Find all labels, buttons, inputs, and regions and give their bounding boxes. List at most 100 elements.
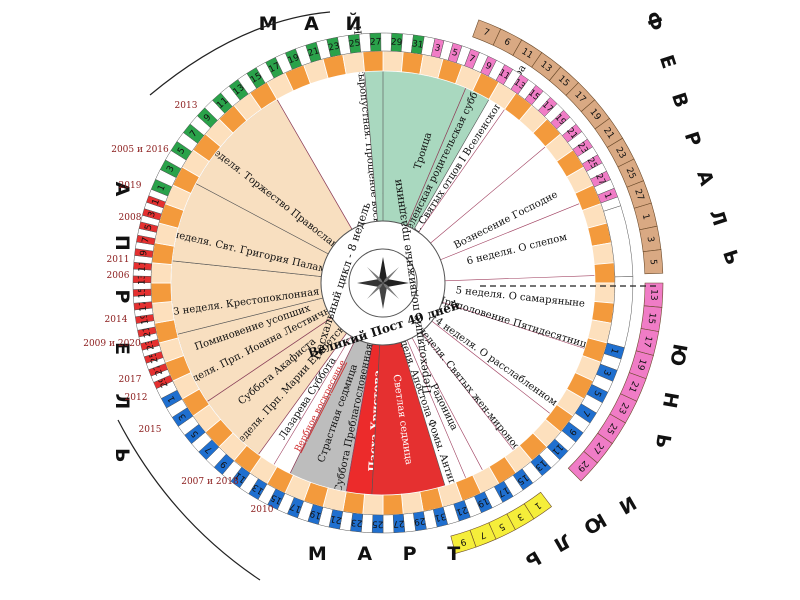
day-number-may: 25 bbox=[348, 39, 361, 50]
day-number-may: 17 bbox=[267, 61, 282, 75]
sector-divider-21 bbox=[444, 275, 595, 282]
day-cell-april bbox=[148, 189, 169, 203]
outer-number-february: 7 bbox=[482, 27, 491, 38]
sector-divider-4 bbox=[289, 338, 357, 474]
day-number-february: 7 bbox=[467, 54, 476, 65]
day-number-april: 11 bbox=[138, 260, 149, 272]
month-label-may: М А Й bbox=[259, 12, 372, 35]
year-label: 2005 и 2016 bbox=[111, 145, 169, 155]
sector-divider-7 bbox=[258, 332, 347, 455]
year-label: 2014 bbox=[105, 315, 128, 325]
year-labels: 2013 2005 и 2016 2019 2008 2011 2006 2014 2009 … bbox=[83, 101, 273, 515]
outer-number-february: 27 bbox=[632, 188, 645, 202]
sector-divider-9 bbox=[207, 317, 332, 402]
year-label: 2012 bbox=[125, 393, 148, 403]
day-number-february: 3 bbox=[433, 43, 441, 54]
day-number-may: 9 bbox=[202, 113, 213, 124]
outer-number-february: 1 bbox=[640, 213, 651, 221]
day-number-may: 19 bbox=[287, 53, 302, 67]
ring-cell bbox=[593, 262, 616, 284]
year-label: 2006 bbox=[107, 271, 130, 281]
year-label: 2019 bbox=[119, 181, 142, 191]
ring-cell bbox=[342, 51, 365, 75]
ring-cell bbox=[150, 282, 173, 304]
year-label: 2010 bbox=[251, 505, 274, 515]
sector-divider-25 bbox=[411, 337, 483, 471]
month-label-june: Ю Н Ь bbox=[649, 342, 691, 460]
day-number-may: 23 bbox=[327, 41, 340, 53]
outer-cell-june bbox=[567, 450, 598, 482]
ring-cell bbox=[382, 50, 404, 73]
day-number-march: 15 bbox=[269, 492, 284, 506]
year-label: 2015 bbox=[139, 425, 162, 435]
month-label-april: А П Р Е Л Ь bbox=[111, 182, 133, 479]
outer-number-february: 5 bbox=[647, 259, 657, 265]
day-number-march: 19 bbox=[309, 507, 323, 520]
day-number-march: 3 bbox=[177, 411, 189, 421]
day-number-february: 9 bbox=[483, 61, 493, 73]
ring-cell bbox=[362, 50, 384, 73]
day-number-march: 31 bbox=[433, 510, 447, 522]
day-number-april: 3 bbox=[147, 210, 158, 218]
day-number-june: 17 bbox=[496, 484, 511, 498]
sector-divider-24 bbox=[420, 331, 514, 451]
sector-divider-20 bbox=[440, 203, 580, 261]
year-label: 2008 bbox=[119, 213, 142, 223]
outer-cell-february bbox=[642, 249, 664, 275]
day-number-march: 27 bbox=[393, 518, 405, 529]
month-label-march: М А Р Т bbox=[308, 543, 472, 565]
outer-number-june: 19 bbox=[634, 357, 647, 371]
day-number-april: 7 bbox=[141, 236, 152, 243]
day-number-april: 15 bbox=[137, 287, 147, 299]
arrows bbox=[117, 11, 660, 581]
outer-cell-july bbox=[450, 529, 477, 554]
outer-number-june: 17 bbox=[641, 335, 653, 348]
day-number-march: 1 bbox=[166, 394, 178, 404]
year-label: 2007 и 2018 bbox=[181, 477, 239, 487]
sector-divider-5 bbox=[273, 335, 352, 465]
outer-number-july: 3 bbox=[515, 511, 525, 523]
day-number-june: 9 bbox=[566, 426, 578, 437]
day-number-march: 7 bbox=[204, 444, 215, 455]
day-number-may: 27 bbox=[370, 37, 382, 47]
outer-number-june: 21 bbox=[626, 379, 640, 393]
ring-cell bbox=[401, 491, 424, 515]
sector-divider-3 bbox=[345, 344, 373, 492]
day-number-march: 9 bbox=[219, 458, 230, 469]
ring-cell bbox=[382, 493, 404, 516]
outer-number-july: 7 bbox=[478, 529, 487, 540]
sector-divider-18 bbox=[418, 109, 505, 233]
day-number-may: 29 bbox=[391, 38, 403, 49]
day-number-may: 7 bbox=[188, 129, 199, 140]
day-number-april: 17 bbox=[138, 300, 149, 312]
arc-arrow-bottom bbox=[117, 419, 261, 581]
arc-arrow-top bbox=[149, 11, 331, 96]
day-number-june: 7 bbox=[580, 408, 592, 418]
day-number-june: 3 bbox=[601, 368, 612, 377]
ring-cell bbox=[151, 301, 175, 324]
ring-cell bbox=[362, 493, 384, 516]
day-number-june: 19 bbox=[475, 495, 490, 509]
outer-month-band: 7611131517192123252713513151719212325272… bbox=[450, 19, 664, 554]
day-number-april: 1 bbox=[151, 198, 162, 207]
sector-divider-26 bbox=[406, 339, 467, 479]
day-number-march: 23 bbox=[351, 516, 363, 527]
compass-star-icon bbox=[357, 257, 409, 309]
outer-number-july: 1 bbox=[532, 499, 542, 510]
outer-number-february: 6 bbox=[502, 37, 512, 49]
day-number-april: 5 bbox=[144, 223, 155, 231]
day-number-march: 25 bbox=[372, 518, 384, 528]
day-number-june: 1 bbox=[608, 347, 619, 355]
outer-number-june: 15 bbox=[645, 312, 656, 325]
day-number-may: 1 bbox=[156, 183, 167, 192]
ring-cell bbox=[150, 262, 173, 284]
sector-divider-17 bbox=[406, 87, 467, 227]
outer-number-july: 5 bbox=[497, 520, 507, 532]
ring-cell bbox=[591, 242, 615, 265]
outer-number-june: 13 bbox=[648, 289, 658, 301]
outer-number-february: 25 bbox=[623, 166, 637, 181]
day-number-march: 5 bbox=[190, 428, 201, 439]
sector-divider-13 bbox=[276, 99, 353, 230]
